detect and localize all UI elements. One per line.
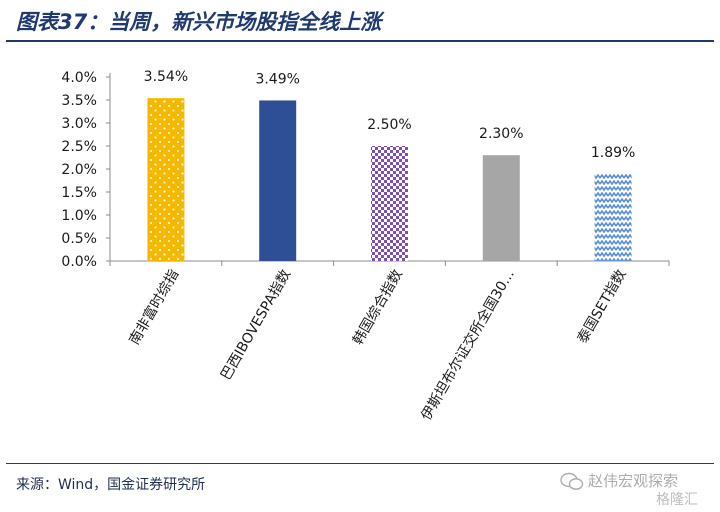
x-tick-label: 巴西IBOVESPA指数 <box>218 267 294 383</box>
chart-title: 图表37：当周，新兴市场股指全线上涨 <box>16 10 382 34</box>
wechat-icon <box>560 472 584 490</box>
watermark-account: 赵伟宏观探索 <box>588 472 679 490</box>
data-label: 2.50% <box>367 117 411 133</box>
footer-divider <box>6 463 714 464</box>
data-label: 1.89% <box>591 145 635 161</box>
y-tick-label: 0.0% <box>61 254 97 270</box>
watermark: 赵伟宏观探索 格隆汇 <box>558 470 718 510</box>
title-divider <box>6 40 714 42</box>
source-note: 来源：Wind，国金证券研究所 <box>16 477 206 493</box>
y-tick-label: 0.5% <box>61 231 97 247</box>
x-tick-label: 南非富时综指 <box>126 267 183 348</box>
y-tick-label: 1.5% <box>61 185 97 201</box>
data-label: 3.49% <box>255 71 299 87</box>
bar-chart: 0.0% 0.5% 1.0% 1.5% 2.0% 2.5% 3.0% 3.5% 4.0% 3.5… <box>61 69 670 424</box>
y-tick-label: 4.0% <box>61 70 97 86</box>
bar <box>594 174 632 261</box>
bar <box>259 100 297 262</box>
data-label: 3.54% <box>144 69 188 85</box>
data-label: 2.30% <box>479 126 523 142</box>
bar <box>371 146 408 261</box>
y-tick-label: 3.5% <box>61 93 97 109</box>
x-tick-label: 韩国综合指数 <box>350 267 406 348</box>
y-tick-label: 3.0% <box>61 116 97 132</box>
bar <box>147 98 185 261</box>
watermark-site: 格隆汇 <box>656 492 698 508</box>
x-tick-label: 泰国SET指数 <box>575 267 630 346</box>
y-tick-label: 1.0% <box>61 208 97 224</box>
bar <box>482 155 520 261</box>
x-tick-label: 伊斯坦布尔证交所全国30... <box>417 267 517 424</box>
y-tick-label: 2.5% <box>61 139 97 155</box>
y-tick-label: 2.0% <box>61 162 97 178</box>
